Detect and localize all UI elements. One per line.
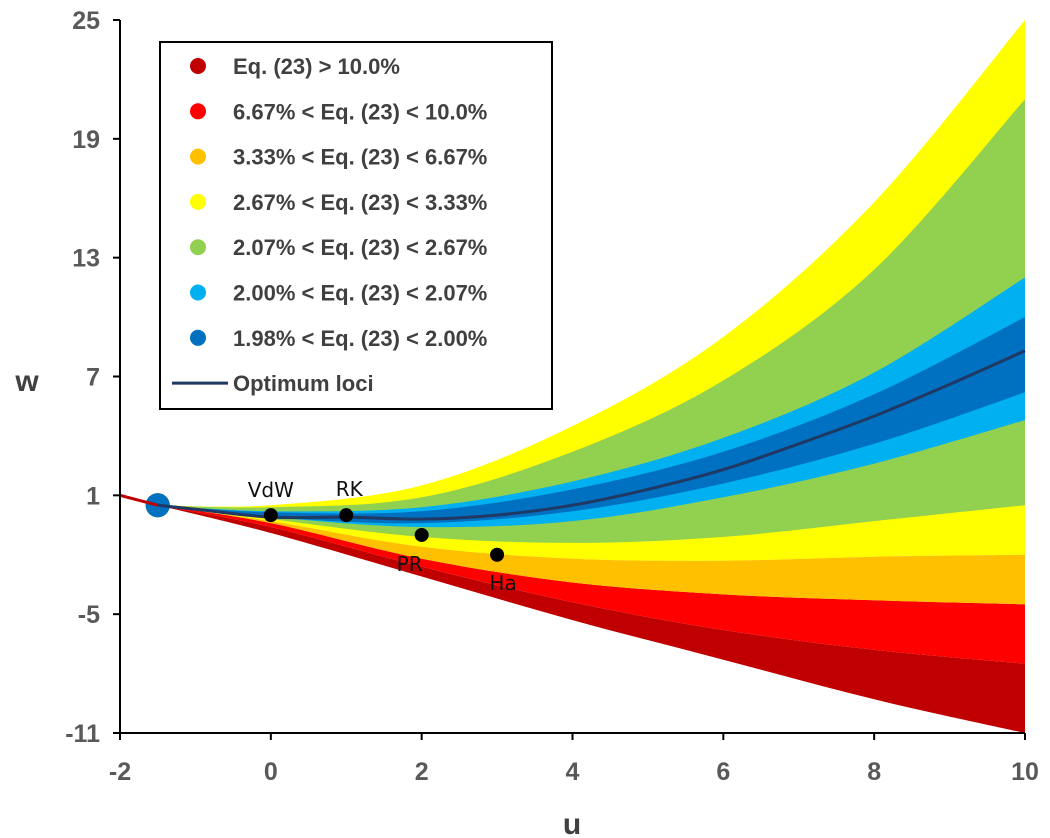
band-areas — [145, 20, 1025, 733]
legend-swatch — [190, 329, 206, 346]
legend-swatch — [190, 193, 206, 210]
marked-points: VdW RK PR Ha — [248, 477, 517, 595]
legend-swatch — [190, 103, 206, 120]
legend-swatch — [190, 58, 206, 74]
legend-swatch — [190, 284, 206, 301]
legend: Eq. (23) > 10.0% 6.67% < Eq. (23) < 10.0%… — [159, 41, 553, 410]
legend-entry-optimum-loci: Optimum loci — [233, 371, 374, 396]
y-tick-label: -5 — [78, 601, 100, 629]
legend-entry-6-67-eq-23-10-0: 6.67% < Eq. (23) < 10.0% — [233, 99, 487, 124]
legend-swatch — [190, 239, 206, 256]
tick-labels: -11 -5 1 7 13 19 25 -2 0 2 4 6 8 10 — [65, 7, 1039, 786]
band-2-00-eq-23-2-07 — [157, 277, 1025, 528]
boundary-segment — [119, 493, 159, 507]
band-1-98-eq-23-2-00 — [157, 317, 1025, 524]
point-label-rk: RK — [336, 477, 364, 501]
x-tick-label: -2 — [109, 758, 131, 786]
point-pr — [414, 527, 429, 542]
y-axis-title: w — [14, 365, 39, 398]
legend-entry-eq-23-10-0: Eq. (23) > 10.0% — [233, 54, 400, 79]
point-label-pr: PR — [397, 552, 423, 576]
legend-entry-2-00-eq-23-2-07: 2.00% < Eq. (23) < 2.07% — [233, 281, 487, 306]
legend-entry-2-67-eq-23-3-33: 2.67% < Eq. (23) < 3.33% — [233, 190, 487, 215]
point-label-ha: Ha — [489, 571, 516, 595]
band-6-67-eq-23-10-0 — [157, 505, 1025, 664]
legend-entry-3-33-eq-23-6-67: 3.33% < Eq. (23) < 6.67% — [233, 145, 487, 170]
x-tick-label: 0 — [264, 758, 278, 786]
legend-entry-2-07-eq-23-2-67: 2.07% < Eq. (23) < 2.67% — [233, 235, 487, 260]
y-tick-label: -11 — [65, 720, 100, 748]
y-tick-label: 19 — [72, 126, 100, 154]
y-tick-label: 25 — [72, 7, 100, 35]
legend-box — [159, 41, 553, 410]
x-tick-label: 4 — [566, 758, 580, 786]
x-tick-label: 6 — [716, 758, 730, 786]
point-rk — [339, 508, 354, 523]
point-vdw — [263, 508, 278, 523]
point-ha — [490, 547, 505, 562]
x-tick-label: 2 — [415, 758, 429, 786]
y-tick-label: 7 — [86, 364, 100, 392]
x-tick-label: 10 — [1011, 758, 1039, 786]
x-axis-title: u — [563, 808, 581, 838]
point-label-vdw: VdW — [248, 478, 294, 502]
y-tick-label: 1 — [86, 482, 100, 510]
y-tick-label: 13 — [72, 245, 100, 273]
band-3-33-eq-23-6-67 — [157, 505, 1025, 605]
boundary-line — [119, 493, 159, 507]
band-eq-23-10-0 — [157, 505, 1025, 733]
x-tick-label: 8 — [867, 758, 881, 786]
legend-swatch — [190, 148, 206, 165]
legend-entry-1-98-eq-23-2-00: 1.98% < Eq. (23) < 2.00% — [233, 326, 487, 351]
